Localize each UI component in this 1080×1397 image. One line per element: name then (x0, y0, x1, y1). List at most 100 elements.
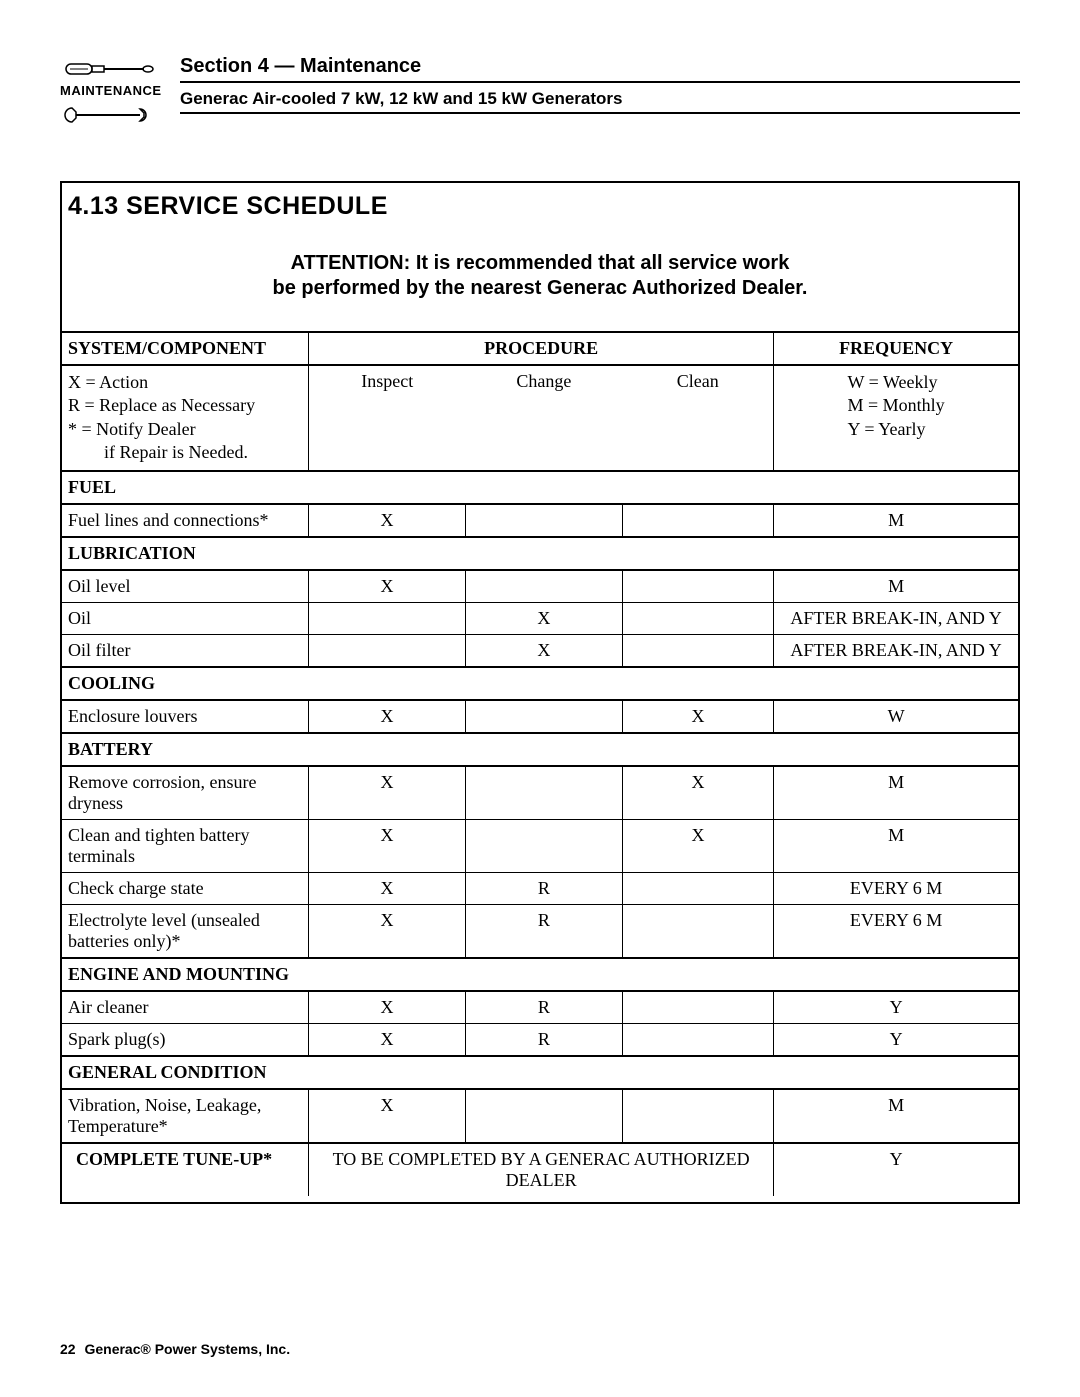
clean-cell (622, 570, 773, 603)
clean-cell (622, 602, 773, 634)
clean-cell: X (622, 700, 773, 733)
section-row: GENERAL CONDITION (62, 1056, 1018, 1089)
section-title-cell: LUBRICATION (62, 537, 1018, 570)
clean-cell: X (622, 819, 773, 872)
col-system: SYSTEM/COMPONENT (62, 332, 309, 365)
item-cell: Clean and tighten battery terminals (62, 819, 309, 872)
inspect-cell: X (309, 766, 466, 820)
section-row: BATTERY (62, 733, 1018, 766)
inspect-cell: X (309, 872, 466, 904)
change-cell: X (465, 634, 622, 667)
freq-cell: Y (774, 1023, 1018, 1056)
col-clean: Clean (622, 365, 773, 471)
product-line: Generac Air-cooled 7 kW, 12 kW and 15 kW… (180, 89, 1020, 114)
table-row: Electrolyte level (unsealed batteries on… (62, 904, 1018, 958)
freq-cell: Y (774, 991, 1018, 1024)
freq-cell: M (774, 504, 1018, 537)
tuneup-freq: Y (774, 1143, 1018, 1196)
col-inspect: Inspect (309, 365, 466, 471)
attention-line1: ATTENTION: It is recommended that all se… (291, 252, 790, 274)
inspect-cell: X (309, 570, 466, 603)
change-cell: R (465, 991, 622, 1024)
company-name: Generac® Power Systems, Inc. (84, 1341, 290, 1357)
item-cell: Enclosure louvers (62, 700, 309, 733)
freq-cell: M (774, 570, 1018, 603)
section-title: Section 4 — Maintenance (180, 55, 1020, 83)
page-header: MAINTENANCE Section 4 — Maintenance Gene… (60, 55, 1020, 126)
item-cell: Air cleaner (62, 991, 309, 1024)
inspect-cell: X (309, 700, 466, 733)
section-title-cell: BATTERY (62, 733, 1018, 766)
item-cell: Fuel lines and connections* (62, 504, 309, 537)
clean-cell (622, 634, 773, 667)
table-row: Check charge stateXREVERY 6 M (62, 872, 1018, 904)
table-row: Enclosure louversXXW (62, 700, 1018, 733)
freq-cell: AFTER BREAK-IN, AND Y (774, 602, 1018, 634)
item-cell: Remove corrosion, ensure dryness (62, 766, 309, 820)
schedule-heading: 4.13 SERVICE SCHEDULE (62, 183, 1018, 251)
freq-cell: M (774, 819, 1018, 872)
change-cell: R (465, 1023, 622, 1056)
clean-cell: X (622, 766, 773, 820)
section-row: LUBRICATION (62, 537, 1018, 570)
col-procedure: PROCEDURE (309, 332, 774, 365)
freq-cell: W (774, 700, 1018, 733)
legend-right: W = Weekly M = Monthly Y = Yearly (774, 365, 1018, 471)
clean-cell (622, 504, 773, 537)
section-title-cell: COOLING (62, 667, 1018, 700)
attention-notice: ATTENTION: It is recommended that all se… (62, 251, 1018, 331)
table-row: Air cleanerXR Y (62, 991, 1018, 1024)
service-schedule-table: SYSTEM/COMPONENT PROCEDURE FREQUENCY X =… (62, 331, 1018, 1196)
table-header-row: SYSTEM/COMPONENT PROCEDURE FREQUENCY (62, 332, 1018, 365)
change-cell (465, 819, 622, 872)
inspect-cell: X (309, 991, 466, 1024)
section-row: FUEL (62, 471, 1018, 504)
clean-cell (622, 1089, 773, 1143)
table-row: Remove corrosion, ensure drynessXXM (62, 766, 1018, 820)
inspect-cell (309, 634, 466, 667)
inspect-cell: X (309, 504, 466, 537)
change-cell (465, 570, 622, 603)
item-cell: Electrolyte level (unsealed batteries on… (62, 904, 309, 958)
wrench-icon (64, 104, 156, 126)
inspect-cell: X (309, 904, 466, 958)
col-change: Change (465, 365, 622, 471)
section-title-cell: ENGINE AND MOUNTING (62, 958, 1018, 991)
item-cell: Check charge state (62, 872, 309, 904)
maintenance-icon-block: MAINTENANCE (60, 55, 160, 126)
table-row: Fuel lines and connections*X M (62, 504, 1018, 537)
title-column: Section 4 — Maintenance Generac Air-cool… (180, 55, 1020, 114)
inspect-cell: X (309, 1089, 466, 1143)
change-cell (465, 766, 622, 820)
tuneup-label: COMPLETE TUNE-UP* (62, 1143, 309, 1196)
section-title-cell: FUEL (62, 471, 1018, 504)
tuneup-row: COMPLETE TUNE-UP* TO BE COMPLETED BY A G… (62, 1143, 1018, 1196)
attention-line2: be performed by the nearest Generac Auth… (273, 277, 808, 299)
screwdriver-icon (64, 59, 156, 79)
page-footer: 22 Generac® Power Systems, Inc. (60, 1341, 290, 1357)
tuneup-note: TO BE COMPLETED BY A GENERAC AUTHORIZED … (309, 1143, 774, 1196)
clean-cell (622, 1023, 773, 1056)
col-frequency: FREQUENCY (774, 332, 1018, 365)
change-cell: R (465, 904, 622, 958)
maintenance-label: MAINTENANCE (60, 83, 160, 98)
clean-cell (622, 991, 773, 1024)
clean-cell (622, 872, 773, 904)
table-row: Clean and tighten battery terminalsXXM (62, 819, 1018, 872)
table-row: Spark plug(s)XRY (62, 1023, 1018, 1056)
inspect-cell (309, 602, 466, 634)
section-title-cell: GENERAL CONDITION (62, 1056, 1018, 1089)
change-cell (465, 700, 622, 733)
freq-cell: EVERY 6 M (774, 872, 1018, 904)
freq-cell: AFTER BREAK-IN, AND Y (774, 634, 1018, 667)
item-cell: Oil filter (62, 634, 309, 667)
table-row: Vibration, Noise, Leakage, Temperature*X… (62, 1089, 1018, 1143)
section-row: ENGINE AND MOUNTING (62, 958, 1018, 991)
freq-cell: M (774, 1089, 1018, 1143)
item-cell: Oil level (62, 570, 309, 603)
inspect-cell: X (309, 1023, 466, 1056)
change-cell (465, 504, 622, 537)
freq-cell: EVERY 6 M (774, 904, 1018, 958)
clean-cell (622, 904, 773, 958)
item-cell: Oil (62, 602, 309, 634)
